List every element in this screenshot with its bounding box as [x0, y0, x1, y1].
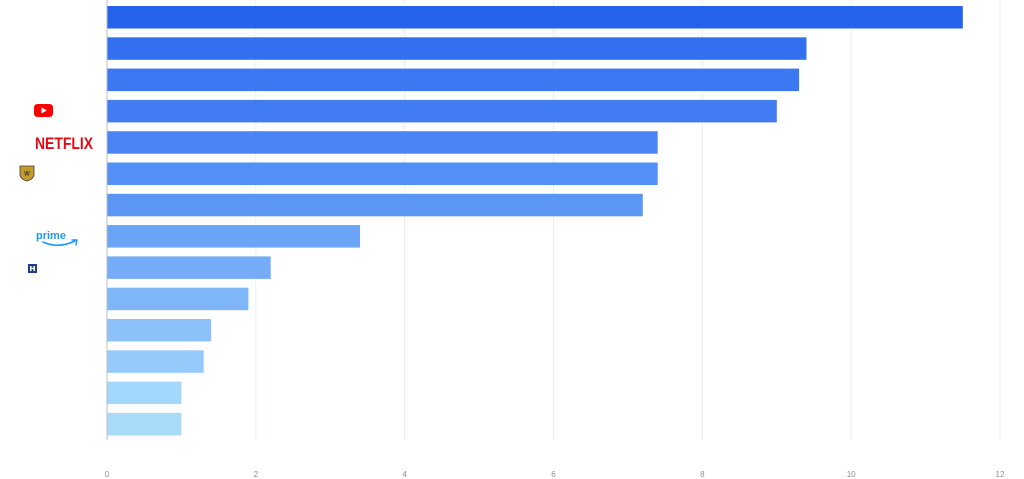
bar[interactable]	[107, 131, 658, 154]
bar[interactable]	[107, 193, 643, 217]
disney-logo	[28, 264, 37, 273]
warner-bros-logo: W	[19, 165, 35, 182]
bar[interactable]	[107, 381, 182, 405]
bar[interactable]	[107, 412, 182, 436]
x-tick-label: 8	[700, 470, 705, 479]
bar[interactable]	[107, 350, 204, 373]
x-tick-label: 10	[847, 470, 856, 479]
bar[interactable]	[107, 319, 212, 342]
bar[interactable]	[107, 6, 963, 29]
bar[interactable]	[107, 162, 658, 186]
bar[interactable]	[107, 256, 271, 279]
youtube-logo	[34, 104, 53, 117]
bar[interactable]	[107, 287, 249, 311]
bar[interactable]	[107, 37, 807, 60]
bar[interactable]	[107, 68, 800, 92]
amazon-prime-logo: prime	[36, 230, 78, 247]
bar[interactable]	[107, 225, 360, 248]
x-tick-label: 0	[105, 470, 110, 479]
bars	[107, 6, 963, 436]
x-tick-label: 2	[254, 470, 259, 479]
netflix-logo: NETFLIX	[35, 134, 94, 153]
x-tick-label: 12	[996, 470, 1005, 479]
x-tick-label: 4	[402, 470, 407, 479]
prime-logo-text: prime	[36, 230, 66, 242]
bar[interactable]	[107, 99, 777, 123]
x-axis-tick-labels: 0 2 4 6 8 10 12	[105, 470, 1005, 479]
gridlines	[255, 0, 1001, 440]
x-tick-label: 6	[551, 470, 556, 479]
svg-text:W: W	[24, 172, 30, 178]
